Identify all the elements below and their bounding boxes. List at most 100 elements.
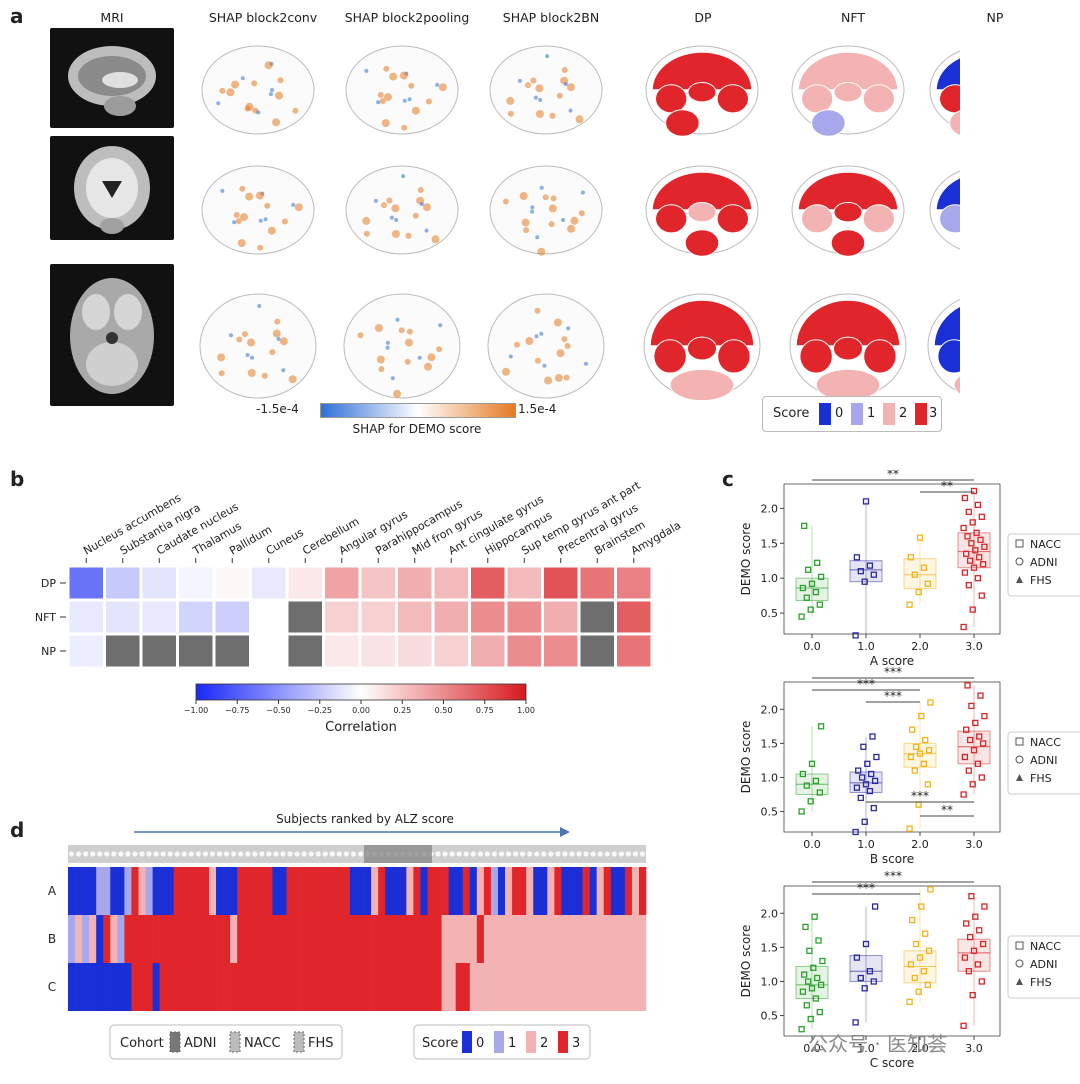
shap-blob — [258, 218, 263, 223]
shap-blob — [292, 107, 299, 114]
shap-blob — [245, 192, 254, 201]
cohort-marker — [470, 851, 476, 857]
data-point — [916, 534, 924, 541]
shap-blob — [556, 92, 563, 99]
cohort-marker — [294, 851, 300, 857]
cohort-marker — [548, 851, 554, 857]
data-point — [861, 985, 868, 992]
cohort-marker — [139, 851, 145, 857]
cohort-marker — [245, 851, 251, 857]
subject-cell — [399, 915, 407, 963]
data-point — [807, 798, 814, 805]
cohort-marker — [202, 851, 209, 857]
heatmap-cell — [617, 601, 651, 633]
region-upper — [933, 305, 960, 347]
data-point — [866, 787, 874, 795]
shap-blob — [261, 372, 268, 379]
data-point — [915, 588, 922, 596]
subject-cell — [568, 867, 576, 915]
data-point — [960, 524, 967, 532]
x-tick-label: 3.0 — [965, 1042, 983, 1055]
score-legend-a-title: Score — [773, 406, 810, 421]
data-point — [862, 940, 870, 948]
heatmap-cell — [106, 635, 140, 667]
subject-cell — [194, 915, 203, 963]
subject-cell — [75, 963, 83, 1011]
data-point — [968, 893, 975, 900]
heatmap-cell — [288, 601, 322, 633]
data-point — [816, 1008, 823, 1016]
heatmap-cell — [106, 601, 140, 633]
subject-cell — [145, 915, 153, 963]
shap-blob — [539, 185, 544, 190]
subject-cell — [230, 867, 238, 915]
heatmap-cell — [361, 601, 395, 633]
subject-cell — [371, 867, 379, 915]
shap-blob — [404, 358, 411, 365]
region-side-right — [862, 84, 895, 114]
subject-cell — [173, 915, 182, 963]
data-point — [966, 933, 974, 941]
subject-cell — [610, 915, 619, 963]
subject-cell — [526, 963, 534, 1011]
shap-blob — [275, 91, 284, 100]
y-tick-label: 2.0 — [761, 502, 779, 515]
data-point — [906, 998, 913, 1006]
cohort-marker — [287, 851, 293, 857]
shap-blob — [570, 216, 579, 225]
legend-marker-square — [1015, 539, 1024, 548]
colorbar-tick-label: −1.00 — [184, 706, 209, 715]
subject-cell — [237, 915, 245, 963]
subject-cell — [519, 963, 527, 1011]
subject-cell — [166, 867, 175, 915]
shap-blob — [408, 82, 415, 89]
heatmap-cell — [507, 601, 541, 633]
legend-label: FHS — [1030, 772, 1052, 785]
y-tick-label: 1.5 — [761, 941, 779, 954]
heatmap-cell — [69, 635, 103, 667]
data-point — [966, 736, 974, 744]
shap-blob — [219, 87, 226, 94]
shap-blob — [406, 328, 413, 335]
data-point — [961, 494, 969, 502]
data-point — [961, 954, 969, 961]
data-point — [979, 940, 987, 948]
heatmap-cell — [580, 635, 614, 667]
subject-cell — [448, 867, 456, 915]
heatmap-cell — [142, 635, 176, 667]
shap-blob — [244, 105, 251, 112]
region-upper — [651, 51, 753, 91]
shap-blob — [226, 88, 235, 97]
region-upper — [649, 299, 755, 347]
subject-cell — [357, 915, 365, 963]
shap-blob — [220, 188, 225, 193]
subject-cell — [265, 915, 273, 963]
subject-cell — [568, 915, 576, 963]
heatmap-cell — [252, 635, 286, 667]
ranking-title: Subjects ranked by ALZ score — [276, 812, 454, 826]
data-point — [922, 736, 929, 744]
cohort-marker — [583, 851, 589, 857]
col-title-mri: MRI — [100, 10, 124, 25]
subject-cell — [152, 963, 160, 1011]
subject-cell — [441, 915, 449, 963]
subject-cell — [505, 915, 513, 963]
subject-cell — [68, 963, 76, 1011]
subject-cell — [505, 867, 513, 915]
colorbar-label: Correlation — [325, 720, 397, 735]
subject-cell — [124, 963, 132, 1011]
subject-cell — [89, 867, 97, 915]
subject-cell — [342, 963, 351, 1011]
cohort-marker — [153, 851, 159, 857]
data-point — [862, 781, 870, 788]
heatmap-cell — [179, 567, 213, 599]
heatmap-cell — [580, 601, 614, 633]
cohort-marker — [350, 851, 357, 857]
data-point — [969, 781, 976, 788]
shap-blob — [288, 375, 297, 384]
significance-label: *** — [911, 789, 929, 803]
cohort-marker — [195, 851, 202, 857]
subject-cell — [399, 963, 407, 1011]
data-point — [869, 733, 876, 740]
cohort-marker — [301, 851, 307, 857]
